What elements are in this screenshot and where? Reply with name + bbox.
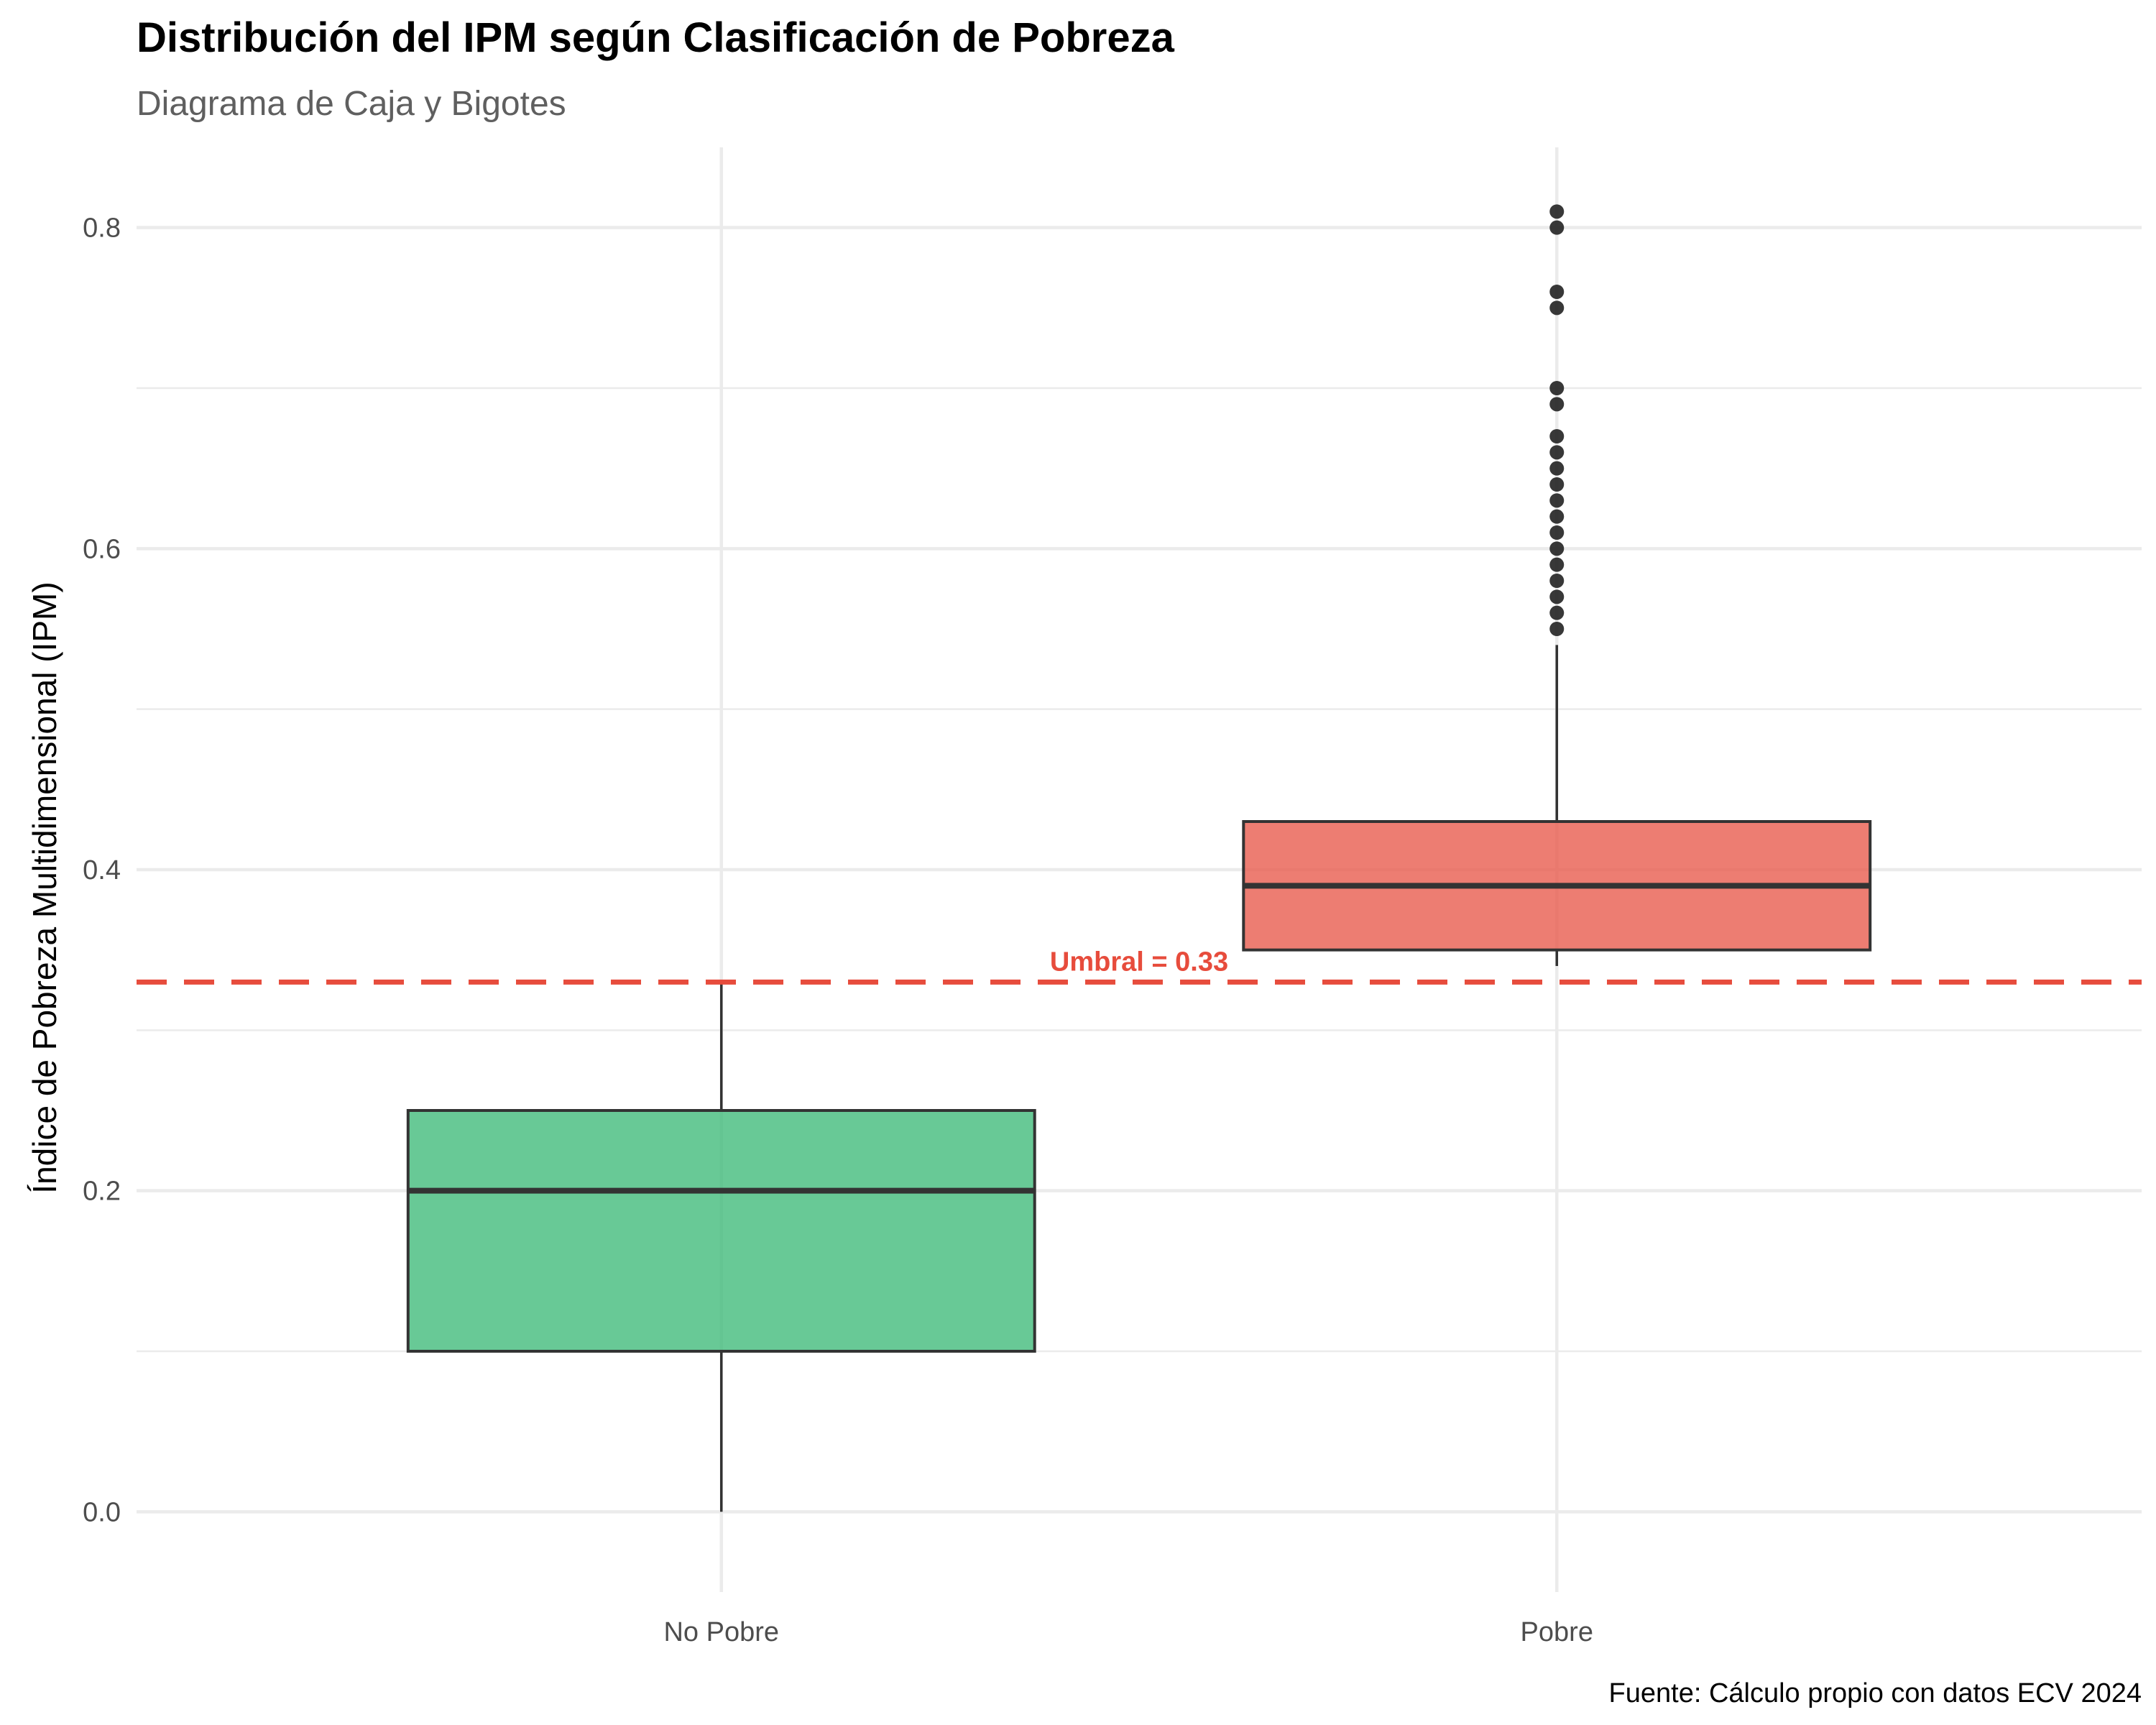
y-axis-label: Índice de Pobreza Multidimensional (IPM) — [26, 581, 63, 1193]
outlier-point — [1549, 622, 1565, 636]
box — [406, 1109, 1036, 1353]
x-tick-label: No Pobre — [663, 1617, 779, 1647]
outlier-point — [1549, 477, 1565, 492]
outlier-point — [1549, 204, 1565, 219]
y-tick-label: 0.0 — [83, 1497, 121, 1527]
plot-area: Umbral = 0.33 — [137, 204, 2142, 1512]
outlier-point — [1549, 220, 1565, 235]
outlier-point — [1549, 557, 1565, 572]
outlier-point — [1549, 285, 1565, 299]
y-tick-label: 0.2 — [83, 1177, 121, 1207]
chart-caption: Fuente: Cálculo propio con datos ECV 202… — [1609, 1678, 2142, 1708]
outlier-point — [1549, 461, 1565, 476]
box-group — [406, 982, 1036, 1512]
outlier-point — [1549, 509, 1565, 524]
outlier-point — [1549, 397, 1565, 412]
outlier-point — [1549, 445, 1565, 460]
y-tick-label: 0.4 — [83, 855, 121, 886]
outlier-point — [1549, 589, 1565, 604]
y-tick-label: 0.6 — [83, 534, 121, 564]
y-tick-label: 0.8 — [83, 213, 121, 244]
threshold-label: Umbral = 0.33 — [1050, 947, 1228, 977]
chart-title: Distribución del IPM según Clasificación… — [137, 14, 1175, 61]
box-group — [1242, 204, 1872, 966]
outlier-point — [1549, 541, 1565, 556]
chart-subtitle: Diagrama de Caja y Bigotes — [137, 85, 566, 123]
outlier-point — [1549, 300, 1565, 316]
outlier-point — [1549, 574, 1565, 588]
outlier-point — [1549, 381, 1565, 395]
outlier-point — [1549, 605, 1565, 620]
y-axis-ticks: 0.0 0.2 0.4 0.6 0.8 — [83, 213, 121, 1528]
x-tick-label: Pobre — [1521, 1617, 1593, 1647]
outlier-point — [1549, 429, 1565, 443]
outlier-point — [1549, 525, 1565, 540]
outlier-point — [1549, 493, 1565, 508]
x-axis-ticks: No Pobre Pobre — [663, 1617, 1593, 1647]
